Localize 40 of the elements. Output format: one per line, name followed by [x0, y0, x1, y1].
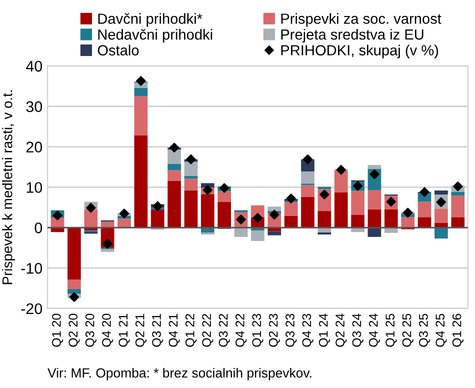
x-tick-label: Q1 22: [185, 314, 197, 347]
x-tick-label: Q1 23: [252, 314, 264, 347]
y-tick-label: -10: [21, 262, 42, 274]
x-tick-label: Q1 25: [386, 314, 397, 347]
x-tick-label: Q3 25: [419, 314, 430, 347]
x-tick-label: Q3 23: [286, 314, 297, 347]
y-tick-label: 20: [26, 142, 42, 152]
x-tick-label: Q2 22: [202, 314, 214, 347]
legend-label: Prejeta sredstva iz EU: [281, 28, 424, 43]
x-tick-label: Q3 24: [352, 314, 364, 347]
legend-label: Ostalo: [98, 44, 139, 56]
x-tick-label: Q3 21: [152, 314, 164, 347]
legend-label: Prispevki za soc. varnost: [281, 13, 442, 27]
text: Vir: MF. Opomba: * brez socialnih prispevkov.: [48, 368, 312, 380]
x-tick-label: Q4 20: [102, 314, 114, 347]
legend-label: PRIHODKI, skupaj (v %): [281, 44, 438, 58]
x-tick-label: Q4 22: [236, 314, 247, 347]
x-tick-label: Q1 21: [118, 314, 130, 347]
x-tick-label: Q2 24: [336, 314, 347, 347]
x-tick-label: Q2 21: [135, 314, 147, 347]
x-tick-label: Q2 25: [402, 314, 414, 347]
y-tick-label: 30: [26, 101, 42, 112]
x-tick-label: Q1 26: [452, 314, 464, 347]
x-tick-label: Q4 23: [302, 314, 314, 347]
x-tick-label: Q4 21: [168, 314, 180, 347]
y-tick-label: 0: [34, 222, 42, 234]
x-tick-label: Q4 24: [368, 314, 380, 347]
y-tick-label: 40: [26, 60, 42, 72]
legend-label: Nedavčni prihodki: [98, 28, 212, 43]
y-tick-label: -20: [21, 303, 42, 314]
x-tick-label: Q2 23: [268, 314, 280, 347]
y-axis-title: Prispevek k medletni rasti, v o.t.: [2, 90, 16, 284]
x-tick-label: Q3 22: [218, 314, 230, 347]
x-tick-label: Q3 20: [85, 314, 96, 347]
x-tick-label: Q1 20: [52, 314, 64, 347]
x-tick-label: Q1 24: [318, 314, 330, 347]
legend-label: Davčni prihodki*: [98, 13, 202, 27]
y-tick-label: 10: [26, 182, 42, 193]
x-tick-label: Q4 25: [436, 314, 447, 347]
x-tick-label: Q2 20: [68, 314, 80, 347]
